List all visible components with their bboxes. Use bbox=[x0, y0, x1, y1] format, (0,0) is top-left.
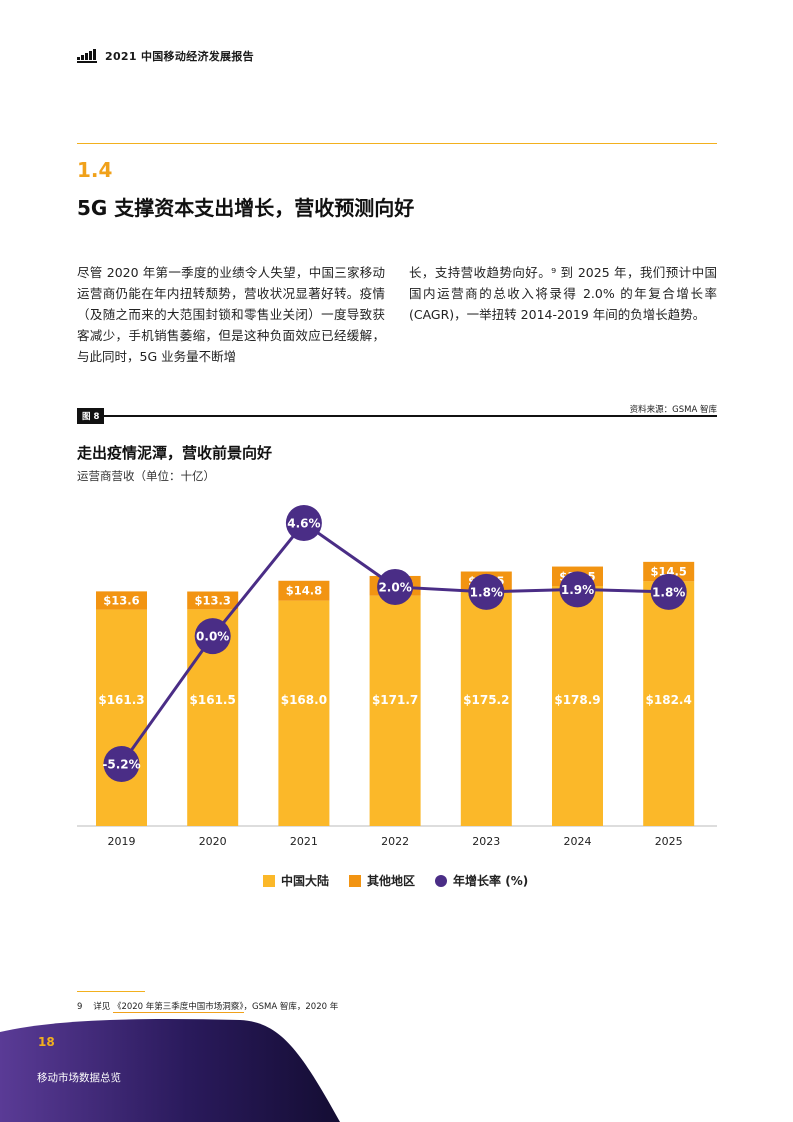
legend-label-mainland: 中国大陆 bbox=[281, 874, 330, 888]
bar-other bbox=[278, 580, 330, 601]
data-label-mainland: $161.3 bbox=[98, 693, 144, 707]
data-label-other: $13.6 bbox=[103, 593, 139, 607]
data-label-mainland: $161.5 bbox=[190, 693, 236, 707]
gsma-logo-icon bbox=[77, 49, 97, 63]
legend-swatch-growth bbox=[435, 874, 448, 887]
footer-title: 移动市场数据总览 bbox=[37, 1072, 121, 1084]
footer-band bbox=[0, 1019, 340, 1122]
x-tick-label: 2020 bbox=[199, 835, 227, 848]
figure-source: 资料来源：GSMA 智库 bbox=[629, 405, 717, 415]
x-tick-label: 2025 bbox=[655, 835, 683, 848]
figure-label: 图 8 bbox=[77, 408, 105, 424]
bar-mainland bbox=[369, 595, 421, 826]
growth-rate-label: 0.0% bbox=[196, 630, 229, 644]
data-label-other: $14.5 bbox=[651, 565, 687, 579]
report-title: 2021 中国移动经济发展报告 bbox=[105, 50, 254, 63]
growth-rate-point bbox=[103, 746, 140, 782]
growth-rate-label: 2.0% bbox=[378, 580, 411, 594]
growth-rate-label: -5.2% bbox=[102, 758, 140, 772]
chart-legend: 中国大陆 其他地区 年增长率 (%) bbox=[263, 872, 528, 889]
report-header: 2021 中国移动经济发展报告 bbox=[77, 48, 254, 64]
legend-item-growth: 年增长率 (%) bbox=[435, 872, 528, 889]
growth-rate-point bbox=[650, 573, 687, 610]
bar-mainland bbox=[278, 600, 330, 826]
growth-rate-point bbox=[285, 505, 322, 541]
data-label-mainland: $175.2 bbox=[463, 693, 509, 707]
data-label-other: $13.3 bbox=[195, 593, 231, 607]
bar-mainland bbox=[96, 609, 147, 826]
growth-rate-point bbox=[559, 571, 596, 608]
x-tick-label: 2019 bbox=[108, 835, 136, 848]
section-title: 5G 支撑资本支出增长，营收预测向好 bbox=[77, 196, 415, 220]
growth-rate-point bbox=[194, 618, 231, 655]
bar-other bbox=[96, 591, 147, 610]
data-label-mainland: $171.7 bbox=[372, 693, 418, 707]
chart-y-label: 运营商营收（单位：十亿） bbox=[77, 469, 215, 483]
bar-other bbox=[643, 561, 695, 582]
growth-rate-point bbox=[377, 568, 414, 605]
section-divider bbox=[77, 143, 717, 144]
data-label-mainland: $182.4 bbox=[646, 693, 692, 707]
legend-label-other: 其他地区 bbox=[367, 874, 416, 888]
section-number: 1.4 bbox=[77, 158, 113, 182]
legend-swatch-mainland bbox=[263, 874, 275, 887]
data-label-other: $14.8 bbox=[286, 584, 322, 598]
growth-rate-label: 1.8% bbox=[652, 585, 685, 599]
data-label-mainland: $178.9 bbox=[554, 693, 600, 707]
body-text-column-1: 尽管 2020 年第一季度的业绩令人失望，中国三家移动运营商仍能在年内扭转颓势，… bbox=[77, 265, 385, 364]
footnote: 9 详见 《2020 年第三季度中国市场洞察》，GSMA 智库，2020 年 bbox=[77, 1000, 339, 1013]
x-tick-label: 2022 bbox=[381, 835, 409, 848]
bar-mainland bbox=[552, 586, 603, 826]
bar-mainland bbox=[643, 581, 695, 826]
footnote-reference-link[interactable]: 《2020 年第三季度中国市场洞察》 bbox=[112, 1002, 244, 1013]
x-tick-label: 2024 bbox=[564, 835, 592, 848]
growth-rate-point bbox=[468, 573, 505, 610]
growth-rate-label: 1.9% bbox=[561, 583, 594, 597]
footnote-suffix: ，GSMA 智库，2020 年 bbox=[243, 1002, 339, 1012]
x-tick-label: 2021 bbox=[290, 835, 318, 848]
growth-rate-label: 1.8% bbox=[470, 585, 503, 599]
chart-title: 走出疫情泥潭，营收前景向好 bbox=[77, 444, 273, 462]
page-number: 18 bbox=[38, 1035, 55, 1049]
legend-item-other: 其他地区 bbox=[349, 872, 415, 889]
bar-other bbox=[187, 591, 239, 610]
data-label-mainland: $168.0 bbox=[281, 693, 327, 707]
footnote-divider bbox=[77, 991, 145, 992]
growth-rate-label: 4.6% bbox=[287, 517, 320, 531]
legend-swatch-other bbox=[349, 874, 362, 887]
figure-rule bbox=[77, 415, 717, 417]
legend-item-mainland: 中国大陆 bbox=[263, 872, 329, 889]
body-text-column-2: 长，支持营收趋势向好。⁹ 到 2025 年，我们预计中国国内运营商的总收入将录得… bbox=[409, 265, 717, 322]
x-tick-label: 2023 bbox=[472, 835, 500, 848]
footnote-prefix: 详见 bbox=[93, 1002, 111, 1012]
footnote-number: 9 bbox=[77, 1002, 83, 1012]
legend-label-growth: 年增长率 (%) bbox=[453, 874, 529, 888]
bar-mainland bbox=[460, 590, 512, 826]
